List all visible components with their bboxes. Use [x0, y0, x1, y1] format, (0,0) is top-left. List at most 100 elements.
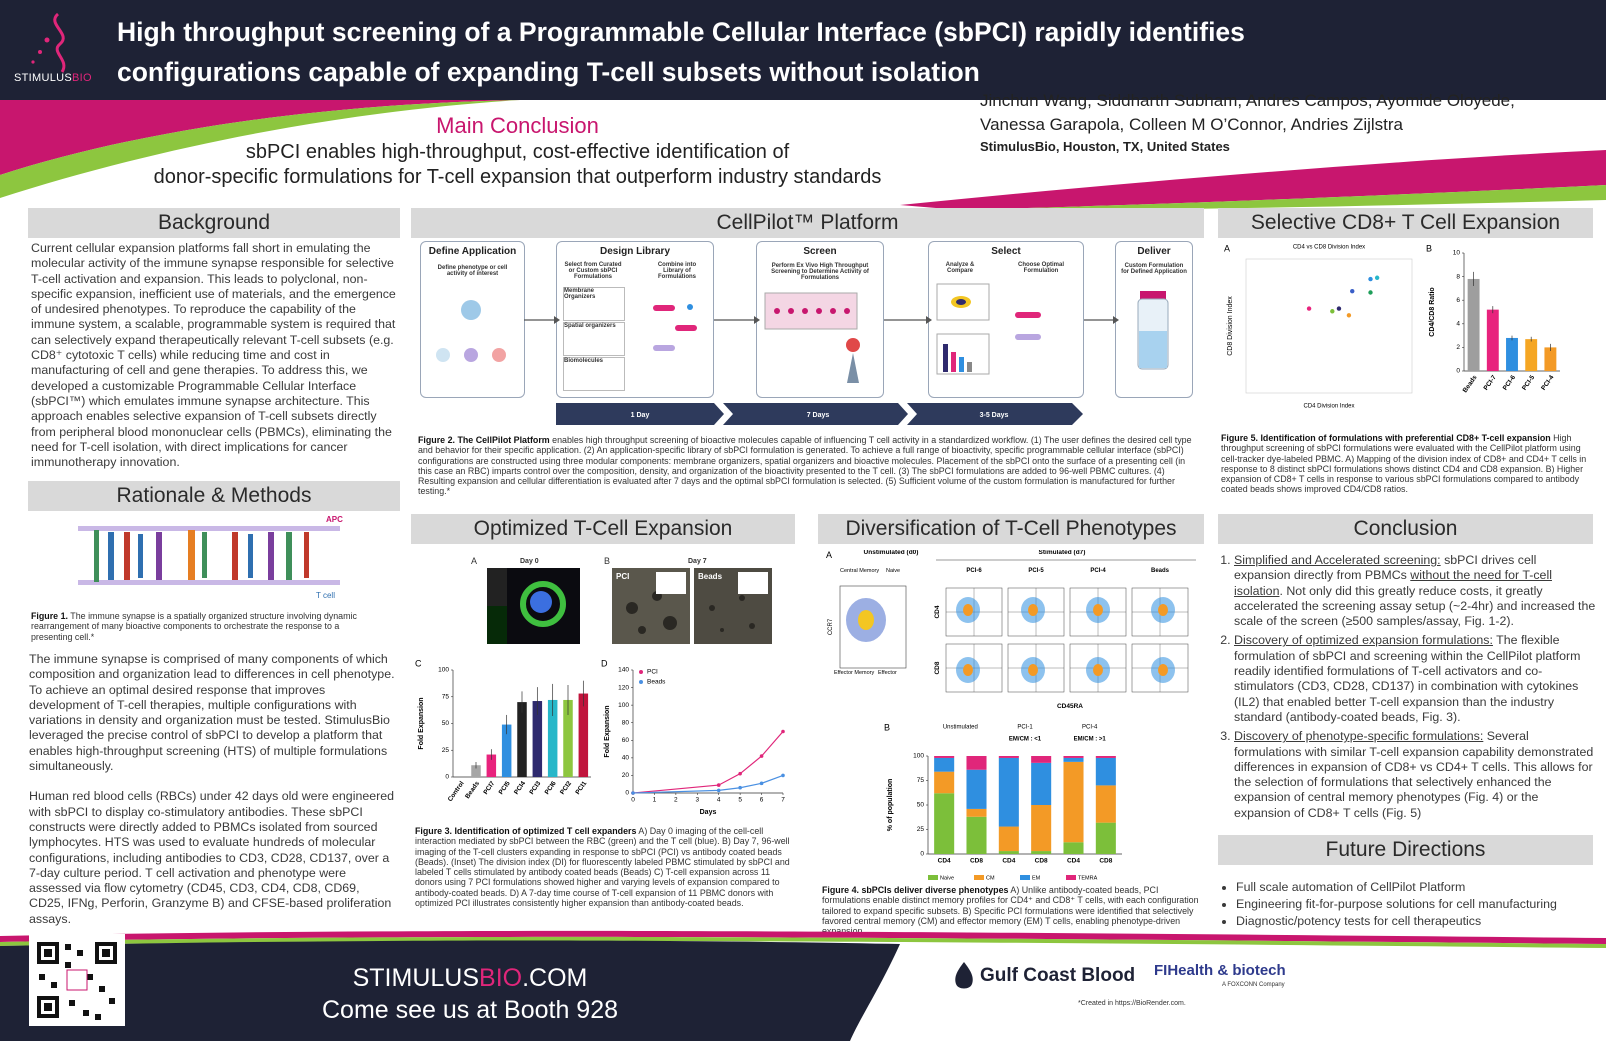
x-tick-label: PCI7 — [482, 780, 496, 796]
step-box: Define Application Define phenotype or c… — [420, 241, 525, 398]
timeline-label: 1 Day — [631, 412, 650, 419]
y-tick-label: 0 — [625, 790, 629, 797]
y-tick-label: 25 — [917, 826, 925, 833]
y-tick-label: 6 — [1456, 297, 1460, 304]
swoosh — [960, 185, 1606, 210]
step-note: Custom Formulation for Defined Applicati… — [1121, 263, 1187, 275]
step-title: Define Application — [428, 246, 517, 257]
bar — [486, 754, 497, 777]
flow-density — [1028, 664, 1038, 676]
bar-segment — [1031, 805, 1052, 852]
sponsor-sub: A FOXCONN Company — [1222, 982, 1285, 988]
icon — [653, 304, 697, 351]
point — [1336, 306, 1342, 311]
timeline-arrow — [556, 403, 724, 425]
microscopy-image — [487, 568, 580, 644]
group-label: PCI-1 — [1017, 725, 1033, 731]
swoosh — [0, 100, 520, 198]
y-tick-label: 75 — [442, 693, 450, 700]
x-tick-label: PCI-7 — [1483, 374, 1498, 392]
receptors — [94, 530, 309, 582]
bar — [1467, 278, 1480, 371]
panel-letter: A — [1224, 243, 1230, 253]
x-axis-label: CD4 Division Index — [1303, 404, 1354, 410]
legend-label: PCI — [647, 669, 658, 676]
y-tick-label: 10 — [1453, 250, 1461, 257]
bar-segment — [998, 851, 1019, 854]
bar-segment — [998, 756, 1019, 758]
panel-label: Day 0 — [520, 558, 539, 565]
step-note: Combine into Library of Formulations — [657, 262, 697, 280]
bar-segment — [998, 757, 1019, 827]
header-graphic — [0, 0, 1606, 210]
author-line: Vanessa Garapola, Colleen M O’Connor, An… — [980, 115, 1403, 134]
y-tick-label: 100 — [438, 667, 449, 674]
timeline: 1 Day 7 Days 3-5 Days — [556, 403, 1083, 425]
header-band — [0, 0, 1606, 100]
website-part: STIMULUS — [352, 964, 480, 992]
bar-segment — [1031, 851, 1052, 854]
x-tick-label: 1 — [653, 797, 657, 804]
membrane — [78, 526, 340, 531]
step-title: Deliver — [1137, 246, 1171, 257]
flow-density — [1158, 664, 1168, 676]
legend-swatch — [639, 670, 643, 674]
legend-swatch — [974, 875, 984, 880]
flow-density — [1093, 664, 1103, 676]
x-tick-label: PCI1 — [574, 780, 588, 796]
paragraph: Human red blood cells (RBCs) under 42 da… — [29, 789, 395, 926]
point — [781, 729, 785, 734]
bar — [517, 702, 527, 777]
x-tick-label: CD8 — [970, 858, 983, 865]
caption-text: The immune synapse is a spatially organi… — [31, 611, 357, 642]
x-tick-label: CD4 — [1002, 858, 1015, 865]
y-tick-label: 8 — [1456, 273, 1460, 280]
bar — [1525, 339, 1538, 371]
x-tick-label: CD8 — [1099, 858, 1112, 865]
figure-caption: Figure 2. The CellPilot Platform enables… — [418, 435, 1198, 497]
bar-segment — [934, 756, 955, 758]
column-label: PCI-4 — [1090, 568, 1106, 574]
affiliation: StimulusBio, Houston, TX, United States — [980, 139, 1230, 154]
logo-mark — [44, 37, 50, 43]
icon — [436, 300, 506, 362]
x-tick-label: PCI-6 — [1502, 374, 1517, 392]
bar-segment — [1063, 757, 1084, 762]
point — [716, 788, 721, 793]
section-heading: CellPilot™ Platform — [411, 208, 1204, 238]
figure-caption: Figure 1. The immune synapse is a spatia… — [31, 611, 381, 642]
rationale-text: The immune synapse is comprised of many … — [29, 652, 397, 927]
bar — [578, 693, 589, 777]
flow-arrows — [524, 316, 1119, 324]
y-tick-label: 120 — [618, 684, 629, 691]
y-axis-label: CD4/CD8 Ratio — [1429, 287, 1436, 336]
website-part: BIO — [479, 964, 523, 992]
legend-label: Beads — [647, 679, 666, 686]
point — [1368, 290, 1373, 295]
y-axis-label: Fold Expansion — [418, 697, 425, 749]
bar-segment — [1095, 785, 1116, 823]
bar-segment — [966, 808, 987, 817]
y-tick-label: 0 — [920, 851, 924, 858]
figure-1: APC T cell — [78, 515, 343, 600]
section-heading: Diversification of T-Cell Phenotypes — [818, 514, 1204, 544]
step-note: Membrane Organizers — [564, 288, 596, 300]
bar-segment — [998, 826, 1019, 852]
qr-code — [29, 934, 125, 1026]
x-tick-label: 2 — [674, 797, 678, 804]
step-box: Design Library Select from Curated or Cu… — [556, 241, 714, 398]
step-note: Choose Optimal Formulation — [1017, 262, 1064, 274]
footer-text: STIMULUSBIO.COM Come see us at Booth 928 — [300, 962, 640, 1026]
bar-segment — [934, 757, 955, 772]
bar-segment — [1031, 756, 1052, 763]
figure-caption: Figure 4. sbPCIs deliver diverse phenoty… — [822, 885, 1200, 936]
logo-text: BIO — [72, 72, 92, 84]
flow-density — [1028, 604, 1038, 616]
x-tick-label: PCI3 — [528, 780, 542, 796]
conclusion-list: Simplified and Accelerated screening: sb… — [1214, 553, 1596, 825]
bar-segment — [966, 756, 987, 770]
bar — [471, 765, 481, 777]
x-tick-label: CD8 — [1035, 858, 1048, 865]
item-lead: Simplified and Accelerated screening: — [1234, 553, 1441, 567]
point — [1346, 313, 1352, 318]
